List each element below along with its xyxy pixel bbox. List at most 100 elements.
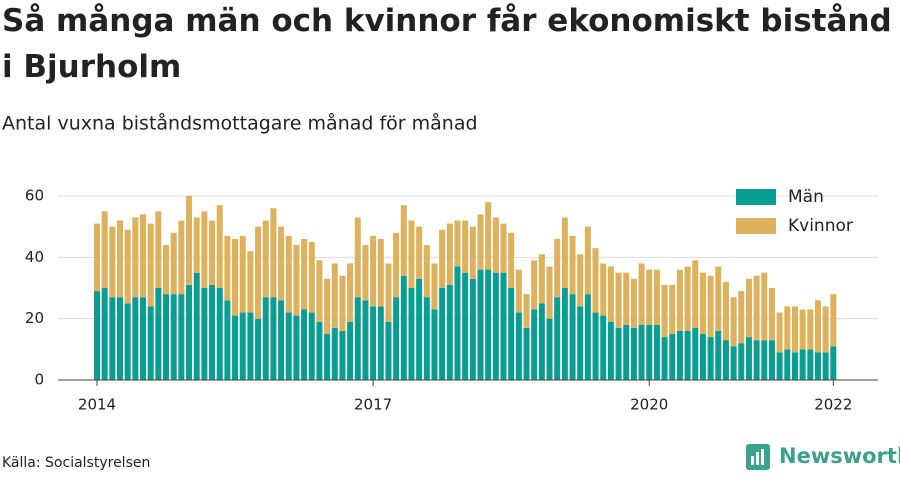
bar-segment: [607, 321, 614, 380]
bar-segment: [124, 303, 131, 380]
bar-segment: [201, 211, 208, 288]
y-tick-label: 0: [34, 371, 44, 389]
bar-segment: [615, 272, 622, 328]
bar-segment: [515, 269, 522, 313]
bar-segment: [630, 278, 637, 328]
bar-segment: [324, 334, 331, 380]
bar-segment: [630, 327, 637, 380]
bar-segment: [707, 275, 714, 338]
bar-segment: [715, 330, 722, 380]
bar-segment: [101, 211, 108, 288]
bar-segment: [439, 288, 446, 380]
bar-segment: [554, 238, 561, 298]
bar-segment: [799, 349, 806, 380]
chart-title: Så många män och kvinnor får ekonomiskt …: [2, 3, 892, 85]
bar-segment: [538, 254, 545, 304]
legend-label: Män: [788, 187, 824, 207]
bar-segment: [761, 272, 768, 341]
bar-segment: [523, 327, 530, 380]
source: Källa: Socialstyrelsen: [2, 455, 150, 471]
bar-segment: [232, 315, 239, 380]
bar-segment: [385, 321, 392, 380]
bar-segment: [661, 284, 668, 338]
bar-segment: [469, 226, 476, 279]
bar-segment: [347, 321, 354, 380]
bar-segment: [515, 312, 522, 380]
bar-segment: [193, 217, 200, 273]
bar-segment: [316, 321, 323, 380]
bar-segment: [508, 232, 515, 288]
bar-segment: [316, 260, 323, 322]
bar-segment: [109, 297, 116, 380]
bar-segment: [577, 306, 584, 380]
bar-segment: [669, 284, 676, 334]
bar-segment: [393, 232, 400, 298]
y-tick-label: 60: [25, 187, 44, 205]
bar-segment: [446, 223, 453, 285]
bar-segment: [715, 266, 722, 331]
bar-segment: [807, 309, 814, 350]
bar-segment: [270, 297, 277, 380]
bar-segment: [262, 297, 269, 380]
bar-segment: [707, 337, 714, 380]
bar-segment: [370, 235, 377, 307]
bar-segment: [155, 288, 162, 380]
bar-segment: [738, 343, 745, 380]
bar-segment: [477, 269, 484, 380]
brand: Newsworthy: [779, 444, 900, 468]
bar-segment: [285, 235, 292, 313]
bar-segment: [339, 330, 346, 380]
bar-segment: [362, 245, 369, 301]
bar-segment: [262, 220, 269, 298]
bar-segment: [101, 288, 108, 380]
bar-segment: [331, 263, 338, 328]
bar-segment: [439, 229, 446, 288]
bar-segment: [224, 300, 231, 380]
bar-segment: [462, 272, 469, 380]
bar-segment: [423, 245, 430, 298]
bar-segment: [692, 260, 699, 328]
bar-segment: [308, 242, 315, 313]
bar-segment: [569, 235, 576, 295]
bar-segment: [669, 334, 676, 380]
bar-segment: [485, 269, 492, 380]
bar-segment: [653, 269, 660, 325]
bar-segment: [646, 324, 653, 380]
bar-segment: [462, 220, 469, 273]
bar-segment: [362, 300, 369, 380]
bar-segment: [722, 281, 729, 341]
y-tick-label: 20: [25, 309, 44, 327]
bar-segment: [469, 278, 476, 380]
bar-segment: [454, 266, 461, 380]
bar-segment: [638, 324, 645, 380]
bar-segment: [745, 278, 752, 338]
legend-swatch: [736, 218, 776, 234]
bar-segment: [546, 266, 553, 319]
bar-segment: [446, 284, 453, 380]
bar-segment: [186, 196, 193, 285]
bar-segment: [692, 327, 699, 380]
bar-segment: [791, 352, 798, 380]
bar-segment: [201, 288, 208, 380]
bar-segment: [538, 303, 545, 380]
bar-segment: [531, 260, 538, 310]
bar-segment: [753, 340, 760, 380]
bar-segment: [285, 312, 292, 380]
bar-segment: [347, 263, 354, 322]
bar-segment: [293, 315, 300, 380]
bar-segment: [830, 346, 837, 380]
bar-segment: [753, 275, 760, 341]
bar-segment: [109, 226, 116, 298]
bar-segment: [699, 334, 706, 380]
bar-segment: [308, 312, 315, 380]
x-tick-label: 2022: [814, 396, 852, 414]
bar-segment: [408, 220, 415, 288]
bar-segment: [761, 340, 768, 380]
bar-segment: [492, 272, 499, 380]
bar-segment: [577, 254, 584, 307]
bar-segment: [822, 306, 829, 353]
bar-segment: [584, 226, 591, 295]
bar-segment: [431, 309, 438, 380]
bar-segment: [354, 297, 361, 380]
bar-segment: [600, 263, 607, 316]
